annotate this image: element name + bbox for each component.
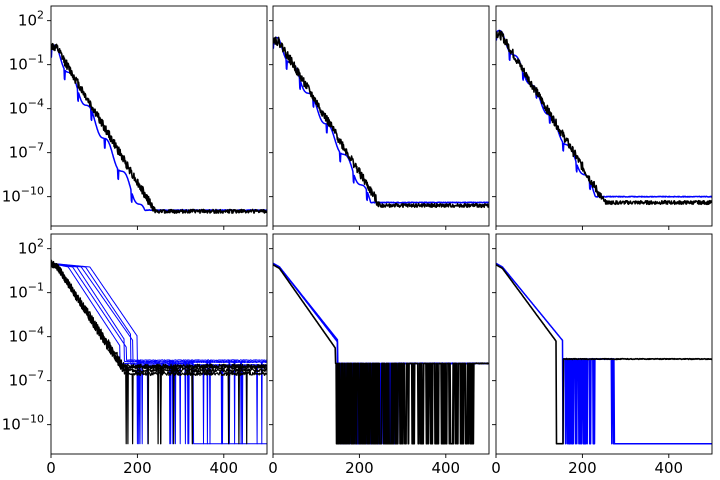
axes-frame — [272, 233, 490, 455]
blue-series-line-3 — [51, 262, 267, 445]
x-tick-label: 0 — [491, 459, 501, 477]
y-tick-label: 10−1 — [9, 281, 44, 302]
blue-series-line-0 — [51, 262, 267, 445]
axes-frame — [50, 5, 268, 227]
panel-r0-c2 — [492, 5, 713, 230]
panel-r1-c2: 0 200 400 — [491, 233, 713, 477]
black-series-line-0 — [273, 36, 489, 209]
panel-r0-c1 — [269, 5, 490, 230]
x-tick-label: 200 — [345, 459, 374, 477]
panel-grid: 102 10−1 10−4 10−7 10−10 102 10−1 10−4 10−7 10−10… — [2, 5, 713, 477]
y-tick-label: 102 — [18, 237, 44, 258]
y-tick-label: 10−7 — [9, 369, 44, 390]
blue-series-line-0 — [496, 29, 712, 198]
x-tick-label: 200 — [568, 459, 597, 477]
x-tick-label: 200 — [123, 459, 152, 477]
plot-area — [496, 29, 712, 206]
panel-r0-c0: 102 10−1 10−4 10−7 10−10 — [2, 5, 268, 230]
axes-frame — [495, 233, 713, 455]
axes-frame — [272, 5, 490, 227]
y-tick-label: 10−1 — [9, 53, 44, 74]
panel-r1-c0: 102 10−1 10−4 10−7 10−10 0 200 400 — [2, 233, 268, 477]
blue-series-line-5 — [51, 262, 267, 445]
black-series-line-3 — [51, 260, 267, 445]
x-tick-label: 400 — [654, 459, 683, 477]
plot-area — [273, 36, 489, 209]
plot-area — [496, 262, 712, 445]
black-series-line-0 — [496, 264, 712, 445]
black-series-line-0 — [273, 264, 489, 445]
axes-frame — [495, 5, 713, 227]
plot-area — [51, 42, 267, 214]
y-tick-label: 10−10 — [2, 413, 44, 434]
blue-series-line-0 — [496, 262, 712, 445]
plot-area — [51, 259, 267, 445]
x-tick-label: 0 — [46, 459, 56, 477]
y-tick-label: 102 — [18, 9, 44, 30]
y-tick-label: 10−4 — [9, 97, 44, 118]
panel-r1-c1: 0 200 400 — [268, 233, 490, 477]
black-series-line-0 — [51, 42, 267, 214]
axes-frame — [50, 233, 268, 455]
plot-area — [273, 262, 489, 445]
y-tick-label: 10−4 — [9, 325, 44, 346]
x-tick-label: 400 — [431, 459, 460, 477]
x-tick-label: 400 — [209, 459, 238, 477]
blue-series-line-0 — [273, 36, 489, 204]
x-tick-label: 0 — [268, 459, 278, 477]
y-tick-label: 10−7 — [9, 141, 44, 162]
blue-series-line-0 — [51, 44, 267, 212]
y-tick-label: 10−10 — [2, 185, 44, 206]
black-series-line-0 — [496, 29, 712, 206]
